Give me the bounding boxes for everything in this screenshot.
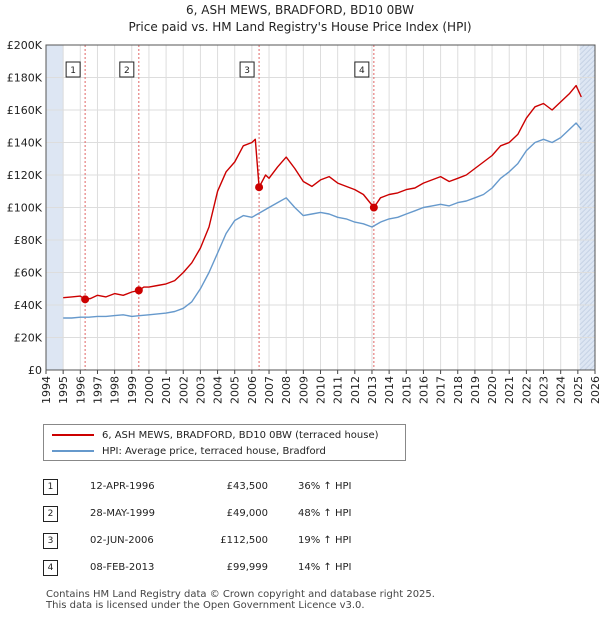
transaction-price: £99,999 xyxy=(226,562,268,573)
transaction-date: 08-FEB-2013 xyxy=(90,562,155,573)
transaction-date: 28-MAY-1999 xyxy=(90,508,156,519)
x-tick-label: 2012 xyxy=(349,376,362,404)
transaction-hpi-change: 19% ↑ HPI xyxy=(298,535,352,546)
transaction-number-badge: 1 xyxy=(43,478,58,495)
chart-subtitle: Price paid vs. HM Land Registry's House … xyxy=(128,20,472,34)
transaction-hpi-change: 14% ↑ HPI xyxy=(298,562,352,573)
hatch-line xyxy=(579,94,596,111)
x-tick-label: 2019 xyxy=(469,376,482,404)
x-tick-label: 2006 xyxy=(246,376,259,404)
hatch-line xyxy=(579,309,596,326)
sale-number-label: 2 xyxy=(124,66,130,76)
x-tick-label: 2003 xyxy=(194,376,207,404)
x-tick-label: 1997 xyxy=(91,376,104,404)
x-tick-label: 2013 xyxy=(366,376,379,404)
transaction-price: £43,500 xyxy=(226,481,268,492)
sale-number-box xyxy=(65,61,81,78)
sale-number-box xyxy=(239,61,255,78)
x-tick-label: 1998 xyxy=(109,376,122,404)
x-tick-label: 2016 xyxy=(417,376,430,404)
y-tick-label: £0 xyxy=(28,364,42,377)
hatch-line xyxy=(579,89,596,106)
transaction-date: 02-JUN-2006 xyxy=(90,535,154,546)
x-tick-label: 2022 xyxy=(520,376,533,404)
y-tick-label: £100K xyxy=(7,202,43,215)
transaction-number-badge: 3 xyxy=(43,532,58,549)
transaction-number-badge: 2 xyxy=(43,505,58,522)
x-tick-label: 2020 xyxy=(486,376,499,404)
transaction-price: £49,000 xyxy=(226,508,268,519)
y-tick-label: £80K xyxy=(14,234,43,247)
legend: 6, ASH MEWS, BRADFORD, BD10 0BW (terrace… xyxy=(43,424,406,461)
sale-point xyxy=(255,183,264,192)
hatch-line xyxy=(579,84,596,101)
x-tick-label: 2004 xyxy=(212,376,225,404)
footer-copyright: Contains HM Land Registry data © Crown c… xyxy=(46,589,435,600)
x-tick-label: 2002 xyxy=(177,376,190,404)
table-row: 3 02-JUN-2006 £112,500 19% ↑ HPI xyxy=(43,527,351,554)
x-tick-label: 1995 xyxy=(57,376,70,404)
transaction-date: 12-APR-1996 xyxy=(90,481,155,492)
legend-label-property: 6, ASH MEWS, BRADFORD, BD10 0BW (terrace… xyxy=(102,429,379,441)
x-tick-label: 2007 xyxy=(263,376,276,404)
y-tick-label: £200K xyxy=(7,39,43,52)
hatch-line xyxy=(579,314,596,331)
x-tick-label: 2024 xyxy=(555,376,568,404)
x-tick-label: 2011 xyxy=(332,376,345,404)
transaction-price: £112,500 xyxy=(220,535,268,546)
x-tick-label: 2025 xyxy=(572,376,585,404)
transactions-table: 1 12-APR-1996 £43,500 36% ↑ HPI 2 28-MAY… xyxy=(43,473,351,581)
transaction-hpi-change: 36% ↑ HPI xyxy=(298,481,352,492)
y-tick-label: £20K xyxy=(14,332,43,345)
x-tick-label: 2010 xyxy=(315,376,328,404)
y-tick-label: £160K xyxy=(7,104,43,117)
legend-swatch-property xyxy=(52,434,94,436)
y-tick-label: £180K xyxy=(7,72,43,85)
footer-license: This data is licensed under the Open Gov… xyxy=(46,600,365,611)
sale-number-box xyxy=(354,61,370,78)
sale-point xyxy=(81,295,90,304)
sale-point xyxy=(369,203,378,212)
x-tick-label: 2017 xyxy=(435,376,448,404)
sale-number-box xyxy=(119,61,135,78)
chart-title-address: 6, ASH MEWS, BRADFORD, BD10 0BW xyxy=(186,3,414,17)
table-row: 4 08-FEB-2013 £99,999 14% ↑ HPI xyxy=(43,554,351,581)
x-tick-label: 2009 xyxy=(297,376,310,404)
sale-number-label: 3 xyxy=(244,66,250,76)
x-tick-label: 1994 xyxy=(40,376,53,404)
legend-item-hpi: HPI: Average price, terraced house, Brad… xyxy=(52,444,326,458)
sale-number-label: 4 xyxy=(359,66,365,76)
sale-number-label: 1 xyxy=(70,66,76,76)
x-tick-label: 2018 xyxy=(452,376,465,404)
x-tick-label: 2021 xyxy=(503,376,516,404)
legend-label-hpi: HPI: Average price, terraced house, Brad… xyxy=(102,445,326,457)
table-row: 2 28-MAY-1999 £49,000 48% ↑ HPI xyxy=(43,500,351,527)
legend-item-property: 6, ASH MEWS, BRADFORD, BD10 0BW (terrace… xyxy=(52,428,379,442)
legend-swatch-hpi xyxy=(52,450,94,452)
x-tick-label: 2001 xyxy=(160,376,173,404)
plot-border xyxy=(45,44,596,371)
y-tick-label: £40K xyxy=(14,299,43,312)
x-tick-label: 2000 xyxy=(143,376,156,404)
hatch-line xyxy=(579,304,596,321)
x-tick-label: 2026 xyxy=(589,376,600,404)
y-tick-label: £140K xyxy=(7,137,43,150)
sale-point xyxy=(134,286,143,295)
series-line-property xyxy=(63,84,582,300)
y-tick-label: £60K xyxy=(14,267,43,280)
x-tick-label: 2005 xyxy=(229,376,242,404)
x-tick-label: 2015 xyxy=(400,376,413,404)
x-tick-label: 1996 xyxy=(74,376,87,404)
price-chart: £0 £20K £40K £60K £80K £100K £120K £140K £160K £1… xyxy=(7,39,600,404)
x-tick-label: 2008 xyxy=(280,376,293,404)
x-tick-label: 2023 xyxy=(538,376,551,404)
x-tick-label: 1999 xyxy=(126,376,139,404)
y-tick-label: £120K xyxy=(7,169,43,182)
footer: Contains HM Land Registry data © Crown c… xyxy=(46,589,435,611)
series-line-hpi xyxy=(63,122,582,319)
transaction-hpi-change: 48% ↑ HPI xyxy=(298,508,352,519)
table-row: 1 12-APR-1996 £43,500 36% ↑ HPI xyxy=(43,473,351,500)
x-tick-label: 2014 xyxy=(383,376,396,404)
transaction-number-badge: 4 xyxy=(43,559,58,576)
